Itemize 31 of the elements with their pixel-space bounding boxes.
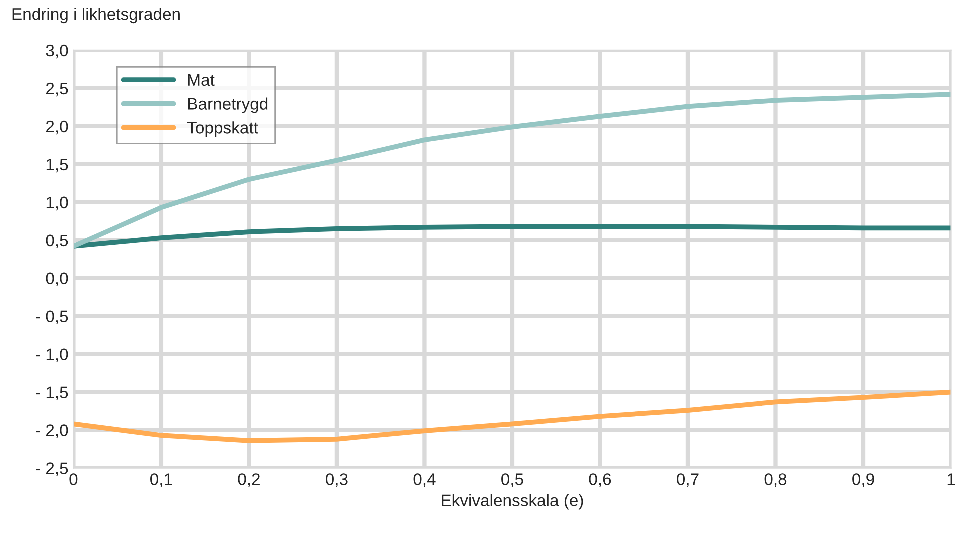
y-tick-label: - 2,0: [36, 424, 68, 438]
legend-label: Toppskatt: [188, 122, 258, 138]
y-tick-label: 2,5: [46, 82, 68, 97]
x-tick-label: 0,4: [414, 474, 436, 488]
x-tick-label: 0,6: [589, 474, 612, 488]
y-tick-label: - 1,5: [36, 386, 68, 400]
y-axis-title: Endring i likhetsgraden: [12, 8, 180, 24]
line-series: [74, 390, 952, 444]
x-axis-title: Ekvivalensskala (e): [442, 494, 584, 510]
y-tick-label: 2,0: [46, 120, 68, 135]
legend-label: Mat: [188, 74, 215, 86]
x-tick-label: 0,7: [677, 474, 699, 488]
y-tick-label: 0,5: [46, 234, 68, 249]
line-series: [74, 92, 952, 249]
x-tick-label: 0,1: [150, 474, 172, 488]
legend-label: Barnetrygd: [188, 98, 268, 114]
x-tick-label: 0: [70, 474, 78, 486]
x-tick-label: 0,5: [502, 474, 524, 488]
y-tick-label: - 0,5: [36, 310, 68, 325]
x-tick-label: 0,8: [764, 474, 787, 488]
y-tick-label: 1,5: [46, 158, 68, 173]
y-tick-label: 3,0: [46, 44, 68, 59]
y-tick-label: - 1,0: [36, 348, 68, 362]
x-tick-label: 1: [948, 474, 956, 486]
y-tick-label: - 2,5: [36, 462, 68, 476]
line-series: [74, 224, 952, 249]
x-tick-label: 0,3: [326, 474, 348, 488]
x-tick-label: 0,2: [238, 474, 260, 488]
x-tick-label: 0,9: [852, 474, 874, 488]
y-tick-label: 0,0: [46, 272, 68, 287]
y-tick-label: 1,0: [46, 196, 68, 211]
